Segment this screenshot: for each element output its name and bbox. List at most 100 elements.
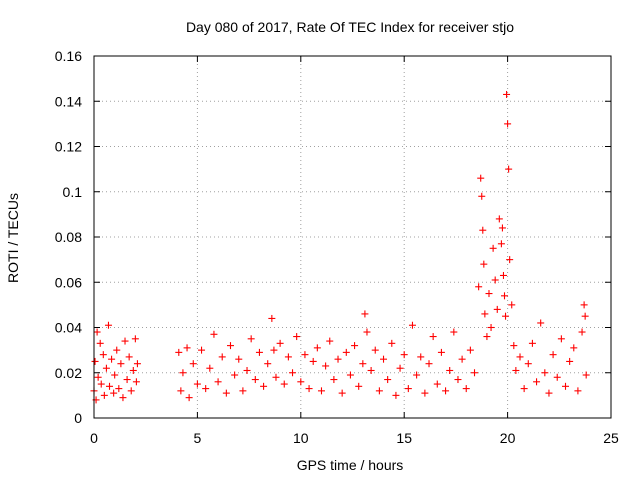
y-tick-label: 0.08	[55, 229, 82, 245]
data-point	[392, 391, 400, 399]
data-point	[293, 333, 301, 341]
data-point	[97, 380, 105, 388]
data-point	[210, 330, 218, 338]
data-point	[361, 310, 369, 318]
y-tick-label: 0.02	[55, 365, 82, 381]
data-point	[359, 360, 367, 368]
data-point	[313, 344, 321, 352]
data-point	[479, 226, 487, 234]
x-tick-label: 25	[603, 430, 619, 446]
data-point	[581, 312, 589, 320]
data-point	[367, 366, 375, 374]
data-point	[396, 364, 404, 372]
data-point	[582, 371, 590, 379]
data-point	[106, 382, 114, 390]
data-point	[276, 339, 284, 347]
x-tick-label: 20	[500, 430, 516, 446]
data-point	[458, 355, 466, 363]
data-point	[334, 355, 342, 363]
data-point	[454, 376, 462, 384]
data-point	[408, 321, 416, 329]
data-point	[115, 385, 123, 393]
data-point	[487, 324, 495, 331]
data-point	[111, 371, 119, 379]
data-point	[506, 256, 514, 264]
data-point	[508, 301, 516, 309]
data-point	[363, 328, 371, 336]
data-point	[93, 328, 101, 336]
x-tick-label: 10	[293, 430, 309, 446]
data-point	[537, 319, 545, 327]
data-point	[478, 192, 486, 200]
data-point	[260, 382, 268, 390]
data-point	[214, 378, 222, 386]
data-point	[429, 333, 437, 341]
data-point	[342, 348, 350, 356]
data-point	[322, 362, 330, 370]
data-point	[239, 387, 247, 395]
data-point	[545, 389, 553, 397]
data-point	[351, 342, 359, 350]
data-point	[289, 369, 297, 377]
data-point	[284, 353, 292, 361]
data-point	[549, 351, 557, 359]
data-point	[528, 339, 536, 347]
data-point	[388, 339, 396, 347]
data-point	[102, 364, 110, 372]
data-point	[437, 348, 445, 356]
data-point	[123, 376, 131, 384]
data-point	[206, 364, 214, 372]
data-point	[94, 373, 102, 381]
data-point	[268, 314, 276, 322]
data-point	[512, 366, 520, 374]
data-point	[404, 385, 412, 393]
data-point	[113, 346, 121, 354]
data-point	[272, 373, 280, 381]
data-point	[480, 260, 488, 268]
data-point	[104, 321, 112, 329]
data-point	[330, 376, 338, 384]
data-point	[505, 165, 513, 173]
data-point	[280, 380, 288, 388]
data-point	[108, 355, 116, 363]
data-point	[502, 312, 510, 320]
data-point	[100, 391, 108, 399]
axis-ticks	[93, 55, 612, 419]
data-point	[553, 373, 561, 381]
x-tick-label: 0	[90, 430, 98, 446]
data-point	[433, 380, 441, 388]
y-tick-label: 0.06	[55, 274, 82, 290]
data-point	[202, 385, 210, 393]
data-point	[504, 120, 512, 128]
data-point	[524, 360, 532, 368]
data-point	[516, 353, 524, 361]
data-point	[380, 355, 388, 363]
data-point	[226, 342, 234, 350]
data-point	[193, 380, 201, 388]
data-point	[421, 389, 429, 397]
data-point	[417, 353, 425, 361]
data-point	[132, 378, 140, 386]
data-point	[235, 355, 243, 363]
data-point	[491, 276, 499, 284]
data-point	[346, 371, 354, 379]
data-point	[270, 346, 278, 354]
data-point	[131, 335, 139, 343]
x-tick-labels: 0 5 10 15 20 25	[90, 430, 619, 446]
data-point	[498, 224, 506, 232]
data-point	[493, 305, 501, 313]
data-point	[222, 389, 230, 397]
data-point	[231, 371, 239, 379]
data-point	[557, 335, 565, 343]
data-point	[477, 174, 485, 182]
data-point	[541, 369, 549, 377]
data-point	[481, 310, 489, 318]
data-point	[499, 271, 507, 279]
data-point	[500, 292, 508, 300]
data-point	[384, 376, 392, 384]
data-point	[264, 360, 272, 368]
data-point	[533, 378, 541, 386]
y-tick-label: 0.04	[55, 320, 82, 336]
data-point	[175, 348, 183, 356]
